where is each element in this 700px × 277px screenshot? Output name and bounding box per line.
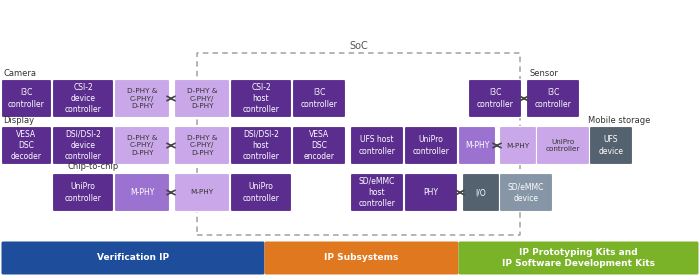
- Text: I3C
controller: I3C controller: [535, 88, 571, 109]
- FancyBboxPatch shape: [500, 173, 552, 212]
- Text: DSI/DSI-2
host
controller: DSI/DSI-2 host controller: [243, 130, 279, 161]
- Text: UFS host
controller: UFS host controller: [358, 135, 396, 156]
- Text: UniPro
controller: UniPro controller: [546, 139, 580, 152]
- FancyBboxPatch shape: [526, 79, 580, 117]
- Text: PHY: PHY: [424, 188, 438, 197]
- FancyBboxPatch shape: [458, 242, 699, 275]
- FancyBboxPatch shape: [230, 127, 291, 165]
- Text: CSI-2
device
controller: CSI-2 device controller: [64, 83, 102, 114]
- Text: IP Prototyping Kits and
IP Software Development Kits: IP Prototyping Kits and IP Software Deve…: [502, 248, 655, 268]
- FancyBboxPatch shape: [463, 173, 500, 212]
- FancyBboxPatch shape: [265, 242, 458, 275]
- Text: Chip-to-chip: Chip-to-chip: [67, 162, 118, 171]
- FancyBboxPatch shape: [1, 127, 52, 165]
- Text: I/O: I/O: [475, 188, 486, 197]
- Text: UniPro
controller: UniPro controller: [64, 183, 102, 202]
- Text: VESA
DSC
decoder: VESA DSC decoder: [11, 130, 42, 161]
- Text: Mobile storage: Mobile storage: [588, 116, 650, 125]
- FancyBboxPatch shape: [589, 127, 633, 165]
- Text: UniPro
controller: UniPro controller: [243, 183, 279, 202]
- Text: Display: Display: [3, 116, 34, 125]
- FancyBboxPatch shape: [230, 79, 291, 117]
- FancyBboxPatch shape: [500, 127, 536, 165]
- FancyBboxPatch shape: [174, 79, 230, 117]
- FancyBboxPatch shape: [230, 173, 291, 212]
- FancyBboxPatch shape: [536, 127, 589, 165]
- FancyBboxPatch shape: [1, 79, 52, 117]
- Text: D-PHY &
C-PHY/
D-PHY: D-PHY & C-PHY/ D-PHY: [187, 88, 217, 109]
- FancyBboxPatch shape: [351, 127, 403, 165]
- Text: I3C
controller: I3C controller: [8, 88, 45, 109]
- Text: SoC: SoC: [349, 41, 368, 51]
- Text: Verification IP: Verification IP: [97, 253, 169, 263]
- Text: UFS
device: UFS device: [598, 135, 624, 156]
- FancyBboxPatch shape: [468, 79, 522, 117]
- FancyBboxPatch shape: [174, 173, 230, 212]
- Text: D-PHY &
C-PHY/
D-PHY: D-PHY & C-PHY/ D-PHY: [127, 88, 158, 109]
- Text: M-PHY: M-PHY: [190, 189, 214, 196]
- Text: UniPro
controller: UniPro controller: [412, 135, 449, 156]
- FancyBboxPatch shape: [458, 127, 496, 165]
- FancyBboxPatch shape: [405, 173, 458, 212]
- FancyBboxPatch shape: [115, 173, 169, 212]
- Text: VESA
DSC
encoder: VESA DSC encoder: [304, 130, 335, 161]
- FancyBboxPatch shape: [293, 79, 346, 117]
- FancyBboxPatch shape: [52, 79, 113, 117]
- Text: M-PHY: M-PHY: [465, 141, 489, 150]
- Text: D-PHY &
C-PHY/
D-PHY: D-PHY & C-PHY/ D-PHY: [187, 135, 217, 156]
- Text: I3C
controller: I3C controller: [477, 88, 513, 109]
- Text: M-PHY: M-PHY: [506, 142, 530, 148]
- Text: IP Subsystems: IP Subsystems: [324, 253, 399, 263]
- FancyBboxPatch shape: [174, 127, 230, 165]
- Text: CSI-2
host
controller: CSI-2 host controller: [243, 83, 279, 114]
- Text: SD/eMMC
device: SD/eMMC device: [508, 183, 544, 202]
- FancyBboxPatch shape: [115, 127, 169, 165]
- FancyBboxPatch shape: [115, 79, 169, 117]
- FancyBboxPatch shape: [1, 242, 265, 275]
- Text: Camera: Camera: [3, 69, 36, 78]
- Text: SD/eMMC
host
controller: SD/eMMC host controller: [358, 177, 396, 208]
- FancyBboxPatch shape: [293, 127, 346, 165]
- Text: M-PHY: M-PHY: [130, 188, 154, 197]
- Text: I3C
controller: I3C controller: [300, 88, 337, 109]
- Text: DSI/DSI-2
device
controller: DSI/DSI-2 device controller: [64, 130, 102, 161]
- FancyBboxPatch shape: [405, 127, 458, 165]
- Text: Sensor: Sensor: [530, 69, 559, 78]
- FancyBboxPatch shape: [351, 173, 403, 212]
- FancyBboxPatch shape: [52, 173, 113, 212]
- FancyBboxPatch shape: [52, 127, 113, 165]
- Text: D-PHY &
C-PHY/
D-PHY: D-PHY & C-PHY/ D-PHY: [127, 135, 158, 156]
